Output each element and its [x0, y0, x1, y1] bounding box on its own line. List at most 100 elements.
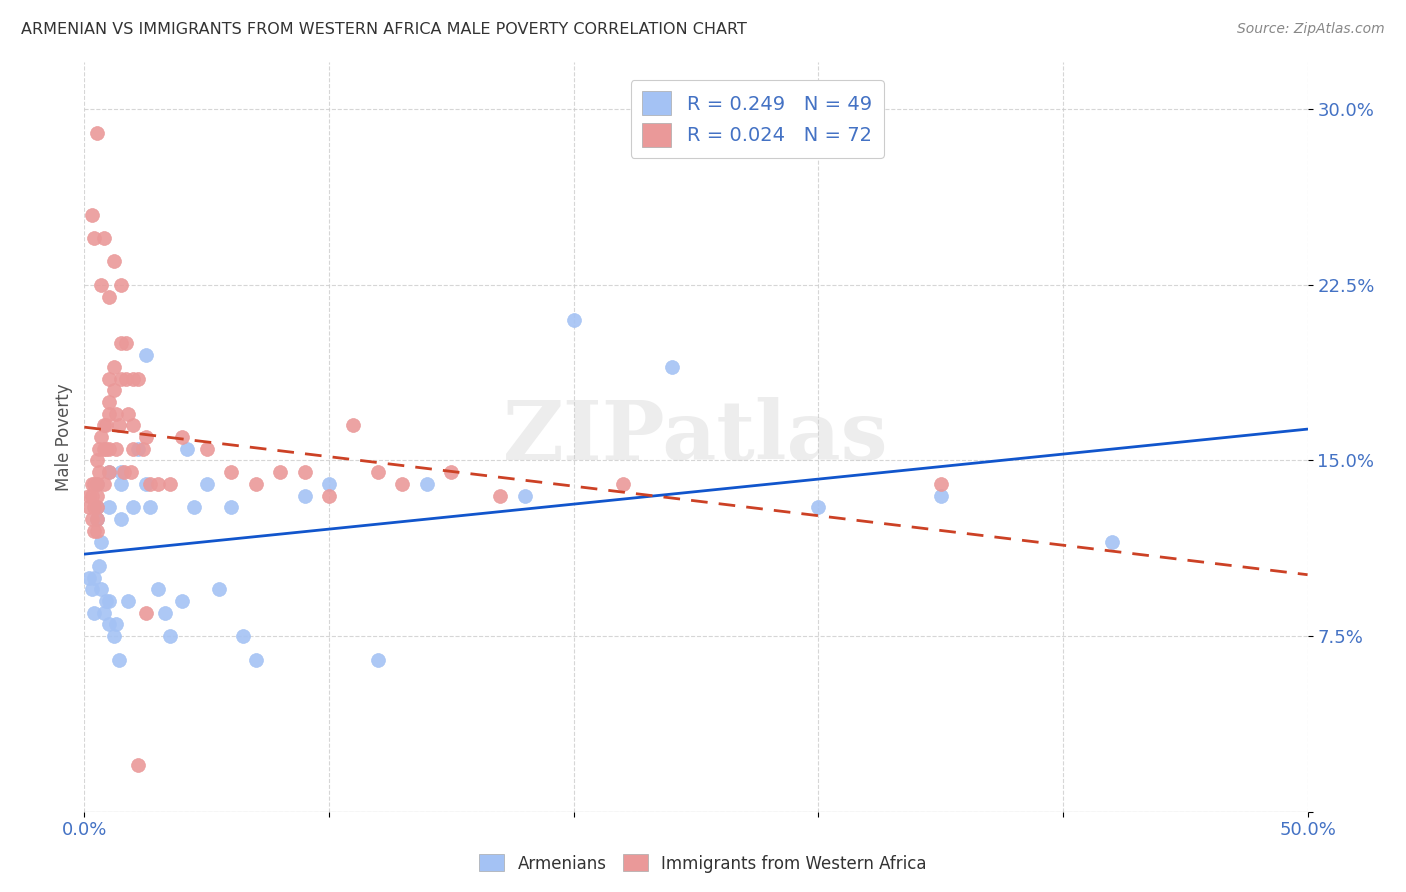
Point — [97, 289, 120, 303]
Point — [159, 476, 181, 491]
Point — [122, 500, 145, 515]
Point — [90, 535, 112, 549]
Point — [208, 582, 231, 597]
Point — [440, 465, 463, 479]
Legend: R = 0.249   N = 49, R = 0.024   N = 72: R = 0.249 N = 49, R = 0.024 N = 72 — [630, 79, 884, 158]
Point — [391, 476, 413, 491]
Point — [80, 208, 103, 222]
Point — [416, 476, 439, 491]
Point — [612, 476, 634, 491]
Point — [661, 359, 683, 374]
Point — [80, 476, 103, 491]
Point — [103, 384, 125, 398]
Point — [159, 629, 181, 643]
Point — [97, 442, 120, 456]
Point — [77, 500, 100, 515]
Point — [153, 606, 176, 620]
Point — [232, 629, 254, 643]
Point — [87, 465, 110, 479]
Point — [86, 512, 108, 526]
Point — [105, 442, 128, 456]
Point — [83, 500, 105, 515]
Point — [103, 254, 125, 268]
Point — [105, 407, 128, 421]
Point — [77, 489, 100, 503]
Point — [112, 465, 135, 479]
Point — [135, 348, 157, 362]
Point — [83, 524, 105, 538]
Text: ZIPatlas: ZIPatlas — [503, 397, 889, 477]
Point — [929, 489, 952, 503]
Point — [96, 594, 118, 608]
Point — [97, 617, 120, 632]
Point — [367, 465, 389, 479]
Point — [86, 512, 108, 526]
Point — [562, 313, 585, 327]
Point — [93, 606, 115, 620]
Point — [87, 558, 110, 573]
Point — [135, 430, 157, 444]
Point — [110, 277, 132, 292]
Point — [87, 442, 110, 456]
Point — [86, 500, 108, 515]
Point — [93, 418, 115, 433]
Point — [219, 500, 242, 515]
Point — [97, 465, 120, 479]
Point — [127, 442, 149, 456]
Point — [135, 606, 157, 620]
Point — [122, 371, 145, 385]
Point — [80, 512, 103, 526]
Point — [77, 571, 100, 585]
Point — [269, 465, 291, 479]
Point — [172, 594, 194, 608]
Point — [90, 582, 112, 597]
Point — [127, 371, 149, 385]
Point — [294, 465, 316, 479]
Point — [103, 629, 125, 643]
Point — [195, 476, 218, 491]
Point — [83, 606, 105, 620]
Point — [513, 489, 536, 503]
Point — [110, 336, 132, 351]
Point — [105, 617, 128, 632]
Point — [96, 442, 118, 456]
Point — [115, 371, 138, 385]
Point — [117, 594, 139, 608]
Point — [132, 442, 155, 456]
Point — [245, 652, 267, 666]
Point — [86, 126, 108, 140]
Point — [83, 571, 105, 585]
Point — [929, 476, 952, 491]
Point — [93, 231, 115, 245]
Point — [93, 476, 115, 491]
Text: Source: ZipAtlas.com: Source: ZipAtlas.com — [1237, 22, 1385, 37]
Point — [318, 476, 340, 491]
Point — [96, 418, 118, 433]
Point — [86, 476, 108, 491]
Point — [93, 442, 115, 456]
Point — [110, 465, 132, 479]
Point — [97, 594, 120, 608]
Point — [127, 758, 149, 772]
Point — [135, 476, 157, 491]
Point — [86, 524, 108, 538]
Point — [122, 442, 145, 456]
Point — [183, 500, 205, 515]
Point — [367, 652, 389, 666]
Point — [86, 453, 108, 467]
Point — [97, 395, 120, 409]
Point — [219, 465, 242, 479]
Point — [97, 500, 120, 515]
Point — [90, 277, 112, 292]
Point — [86, 489, 108, 503]
Point — [1101, 535, 1123, 549]
Point — [107, 418, 129, 433]
Point — [294, 489, 316, 503]
Point — [110, 512, 132, 526]
Point — [83, 476, 105, 491]
Text: ARMENIAN VS IMMIGRANTS FROM WESTERN AFRICA MALE POVERTY CORRELATION CHART: ARMENIAN VS IMMIGRANTS FROM WESTERN AFRI… — [21, 22, 747, 37]
Point — [83, 231, 105, 245]
Point — [97, 371, 120, 385]
Point — [90, 430, 112, 444]
Point — [139, 476, 162, 491]
